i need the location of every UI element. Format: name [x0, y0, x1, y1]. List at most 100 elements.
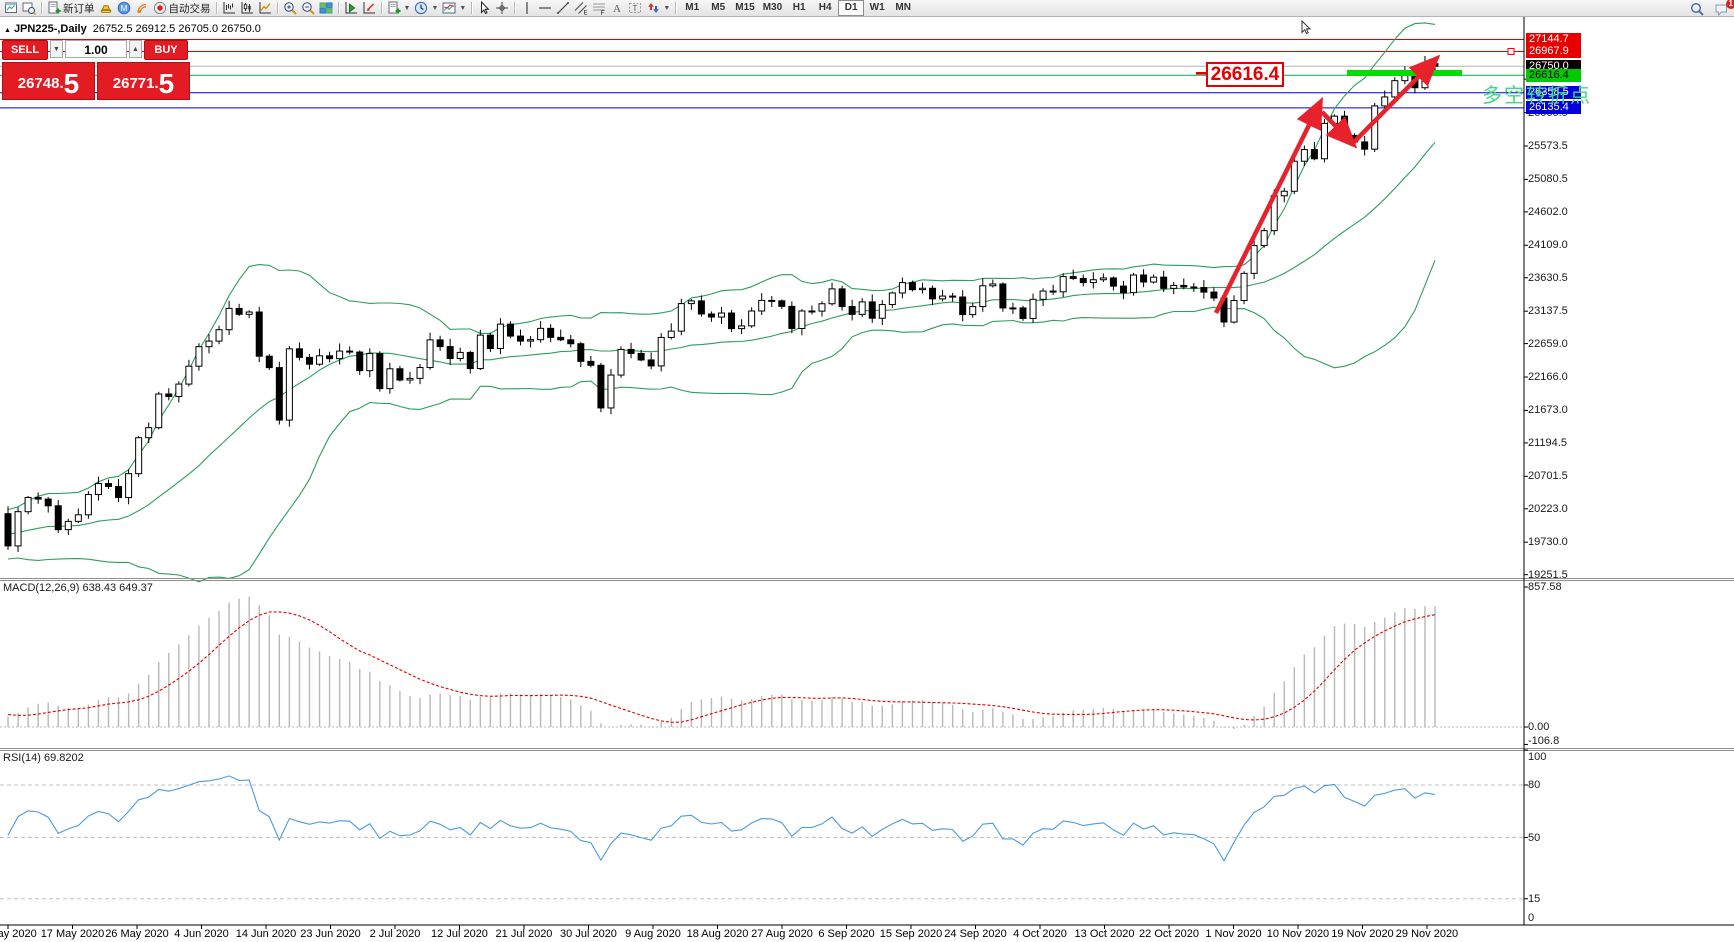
new-order-button[interactable]: 新订单: [45, 1, 97, 16]
sell-price[interactable]: 26748. 5: [2, 62, 95, 100]
bull-candle-body: [426, 339, 434, 369]
signals-button[interactable]: [133, 1, 151, 16]
bear-candle-body: [1210, 291, 1218, 299]
dropdown-arrow-icon[interactable]: ▼: [431, 4, 439, 12]
bull-candle-body: [476, 334, 484, 370]
bull-candle-body: [336, 350, 344, 360]
line-chart-button[interactable]: [256, 1, 274, 16]
date-axis-label: 9 Aug 2020: [625, 928, 681, 940]
mouse-cursor-icon: [1301, 20, 1312, 35]
volume-decrease-button[interactable]: ▼: [50, 40, 63, 58]
bear-candle-body: [1069, 276, 1077, 279]
bear-candle-body: [1180, 284, 1188, 288]
price-axis-tick: 19730.0: [1528, 536, 1568, 549]
timeframe-M30-button[interactable]: M30: [762, 2, 783, 13]
timeframe-MN-button[interactable]: MN: [895, 2, 911, 13]
rsi-indicator-label: RSI(14) 69.8202: [3, 752, 84, 764]
periods-button[interactable]: ▼: [412, 1, 440, 16]
bull-candle-body: [84, 494, 92, 516]
timeframe-M15-button[interactable]: M15: [735, 2, 755, 13]
price-annotation-box[interactable]: 26616.4: [1206, 62, 1284, 87]
price-axis-tick: 24109.0: [1528, 239, 1568, 252]
cursor-button[interactable]: [475, 1, 493, 16]
crosshair-button[interactable]: [493, 1, 511, 16]
chart-profiles-button[interactable]: [20, 1, 38, 16]
equidistant-channel-button[interactable]: E: [572, 1, 590, 16]
chinese-annotation-text[interactable]: 多空转折点: [1482, 85, 1592, 107]
bull-candle-body: [828, 288, 836, 305]
templates-button[interactable]: ▼: [440, 1, 468, 16]
timeframe-H4-button[interactable]: H4: [818, 2, 832, 13]
buy-price[interactable]: 26771. 5: [97, 62, 190, 100]
rsi-axis-tick: 80: [1528, 779, 1541, 791]
bear-candle-body: [265, 355, 273, 369]
candles-chart-button[interactable]: [238, 1, 256, 16]
bollinger-lower-band: [7, 260, 1436, 583]
text-label-button[interactable]: T: [626, 1, 644, 16]
line-anchor-marker[interactable]: [1507, 47, 1515, 55]
bull-candle-body: [215, 329, 223, 342]
autotrade-button[interactable]: 自动交易: [151, 1, 213, 16]
mql5-button[interactable]: M: [115, 1, 133, 16]
arrows-button[interactable]: ▼: [644, 1, 672, 16]
date-axis-label: 29 Nov 2020: [1395, 928, 1459, 940]
bear-candle-body: [597, 364, 605, 409]
bull-candle-body: [738, 325, 746, 330]
bull-candle-body: [1029, 298, 1037, 319]
price-lines-layer: [0, 38, 1524, 109]
dropdown-arrow-icon[interactable]: ▼: [459, 4, 467, 12]
trend-arrow-annotation[interactable]: [1213, 96, 1323, 314]
date-axis-label: 23 Jun 2020: [300, 928, 361, 940]
goldbar-icon: [100, 5, 111, 13]
rsi-line: [7, 775, 1436, 862]
collapse-icon[interactable]: ▲: [4, 27, 11, 34]
bear-candle-body: [707, 313, 715, 318]
dropdown-arrow-icon[interactable]: ▼: [403, 4, 411, 12]
zoom-out-button[interactable]: [299, 1, 317, 16]
chart-canvas[interactable]: [0, 17, 1734, 942]
line-chart-icon: [259, 2, 271, 14]
bear-candle-body: [908, 282, 916, 291]
trend-arrow-annotation[interactable]: [1320, 110, 1358, 149]
zoom-in-button[interactable]: [281, 1, 299, 16]
chart-profiles-icon: [22, 2, 36, 15]
volume-input[interactable]: 1.00: [65, 40, 127, 58]
timeframe-W1-button[interactable]: W1: [869, 2, 885, 13]
bear-candle-body: [577, 343, 585, 362]
dropdown-arrow-icon[interactable]: ▼: [663, 4, 671, 12]
tile-windows-button[interactable]: [317, 1, 335, 16]
bull-candle-body: [205, 340, 213, 348]
bull-candle-body: [979, 285, 987, 308]
bull-candle-body: [225, 307, 233, 331]
volume-increase-button[interactable]: ▲: [129, 40, 142, 58]
new-chart-button[interactable]: [2, 1, 20, 16]
timeframe-M5-button[interactable]: M5: [711, 2, 726, 13]
buy-button[interactable]: BUY: [144, 40, 188, 60]
timeframe-H1-button[interactable]: H1: [792, 2, 806, 13]
search-button[interactable]: [1688, 1, 1706, 16]
bull-candle-body: [1150, 276, 1158, 283]
timeframe-D1-button[interactable]: D1: [838, 0, 865, 16]
bars-chart-button[interactable]: [220, 1, 238, 16]
chat-button[interactable]: 1: [1712, 0, 1734, 16]
text-button[interactable]: A: [608, 1, 626, 16]
trendline-button[interactable]: [554, 1, 572, 16]
trend-arrow-annotation[interactable]: [1351, 54, 1441, 145]
horizontal-line-button[interactable]: [536, 1, 554, 16]
timeframe-M1-button[interactable]: M1: [685, 2, 700, 13]
macd-signal-line: [7, 611, 1436, 723]
sell-button[interactable]: SELL: [2, 40, 48, 60]
fibonacci-button[interactable]: F: [590, 1, 608, 16]
macd-axis-tick: 0.00: [1528, 721, 1550, 733]
add-indicator-button[interactable]: ▼: [385, 1, 413, 16]
toolbar-separator: [514, 2, 516, 14]
vertical-line-button[interactable]: [518, 1, 536, 16]
date-axis-label: 30 Jul 2020: [560, 928, 617, 940]
objects-list-button[interactable]: [360, 1, 378, 16]
bull-candle-body: [898, 282, 906, 294]
highlight-bar-annotation[interactable]: [1347, 70, 1462, 76]
bear-candle-body: [959, 296, 967, 316]
indicators-icon: [345, 2, 357, 14]
indicators-button[interactable]: [342, 1, 360, 16]
goldbar-button[interactable]: [97, 1, 115, 16]
